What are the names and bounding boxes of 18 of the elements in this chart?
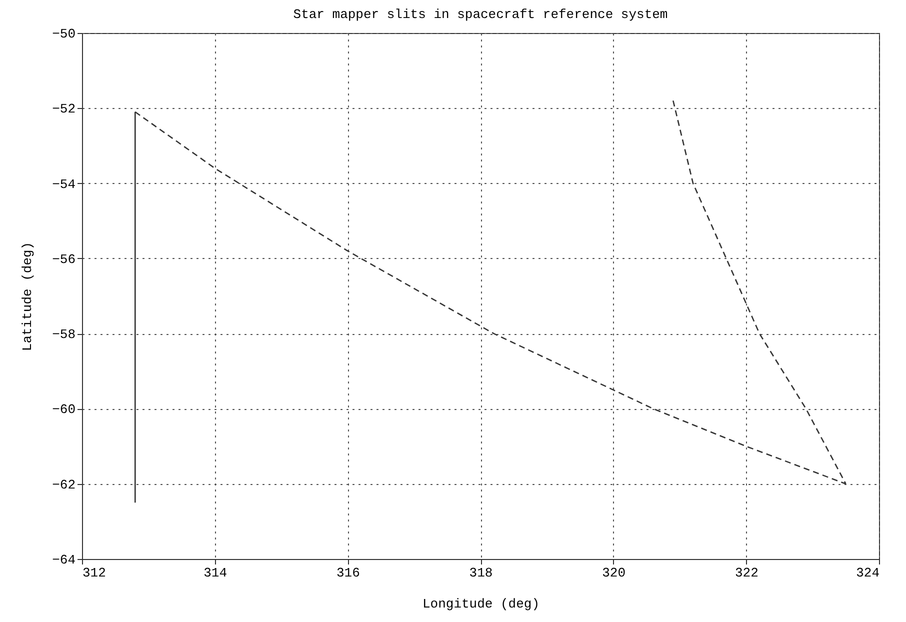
y-tick-label: −62 bbox=[52, 477, 76, 492]
y-tick-label: −54 bbox=[52, 176, 76, 192]
y-tick-label: −56 bbox=[52, 252, 76, 267]
x-tick-label: 324 bbox=[856, 566, 880, 580]
y-tick-label: −50 bbox=[52, 26, 76, 42]
y-axis-title: Latitude (deg) bbox=[20, 242, 36, 352]
x-axis-title: Longitude (deg) bbox=[422, 596, 540, 612]
x-tick-label: 320 bbox=[602, 566, 626, 580]
y-tick-label: −52 bbox=[52, 102, 76, 117]
y-tick-label: −64 bbox=[52, 552, 76, 568]
y-tick-label: −60 bbox=[52, 402, 76, 418]
x-tick-label: 318 bbox=[469, 566, 493, 580]
x-tick-label: 316 bbox=[336, 566, 360, 580]
chart-title: Star mapper slits in spacecraft reference system bbox=[293, 7, 668, 22]
y-tick-label: −58 bbox=[52, 327, 76, 342]
x-tick-label: 314 bbox=[204, 566, 228, 580]
x-tick-label: 312 bbox=[82, 566, 106, 580]
x-tick-label: 322 bbox=[734, 566, 758, 580]
